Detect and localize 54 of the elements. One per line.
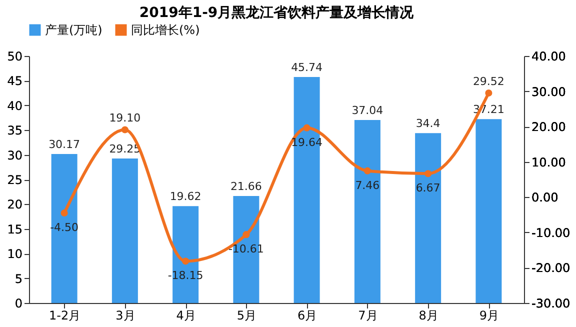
x-tick-label: 6月 (297, 308, 318, 322)
x-tick-label: 7月 (358, 308, 378, 322)
chart-title: 2019年1-9月黑龙江省饮料产量及增长情况 (139, 4, 415, 21)
bar (51, 154, 78, 303)
y2-tick-label: -20.00 (532, 261, 570, 276)
bar (112, 158, 138, 303)
y2-tick-label: 30.00 (532, 84, 566, 99)
data-label: 19.62 (170, 190, 202, 204)
data-label: 21.66 (230, 180, 262, 193)
legend-label: 同比增长(%) (131, 23, 200, 37)
data-label: 29.52 (472, 74, 504, 88)
y-tick-label: 0 (14, 296, 22, 310)
data-label: 37.04 (352, 104, 384, 118)
legend-label: 产量(万吨) (45, 23, 102, 37)
y-tick-label: 25 (7, 173, 22, 187)
y2-tick-label: -10.00 (532, 226, 570, 240)
point (182, 258, 190, 265)
y-tick-label: 15 (7, 222, 22, 236)
y2-tick-label: 20.00 (532, 120, 566, 134)
point (121, 126, 128, 134)
point (60, 209, 68, 217)
data-label: 7.46 (355, 178, 380, 192)
data-label: 34.4 (416, 117, 440, 130)
y-tick-label: 10 (7, 247, 22, 262)
x-tick-label: 9月 (479, 308, 500, 322)
x-tick-label: 5月 (236, 308, 257, 322)
bar (294, 77, 320, 303)
data-label: 19.10 (109, 112, 141, 125)
point (242, 231, 250, 238)
point (364, 167, 371, 174)
point (303, 124, 310, 132)
y-tick-label: 40 (7, 98, 22, 113)
y-tick-label: 35 (7, 124, 22, 138)
x-tick-label: 4月 (176, 308, 196, 322)
point (485, 89, 492, 97)
y-tick-label: 50 (7, 50, 22, 64)
y-tick-label: 45 (7, 74, 22, 88)
bar (476, 119, 502, 303)
y-tick-label: 30 (7, 148, 22, 162)
data-label: 6.67 (416, 182, 440, 195)
y2-tick-label: 40.00 (532, 50, 566, 64)
data-label: 45.74 (291, 61, 323, 74)
y2-tick-label: 10.00 (532, 155, 566, 170)
point (424, 170, 432, 178)
y2-tick-label: 0.00 (532, 190, 558, 205)
data-label: 30.17 (48, 138, 80, 151)
y2-tick-label: -30.00 (532, 296, 570, 310)
x-tick-label: 1-2月 (49, 308, 81, 322)
y-tick-label: 20 (7, 198, 22, 212)
x-tick-label: 3月 (116, 308, 136, 322)
bar (354, 120, 380, 303)
y-tick-label: 5 (14, 272, 22, 286)
x-tick-label: 8月 (418, 308, 438, 322)
bar (415, 133, 442, 303)
